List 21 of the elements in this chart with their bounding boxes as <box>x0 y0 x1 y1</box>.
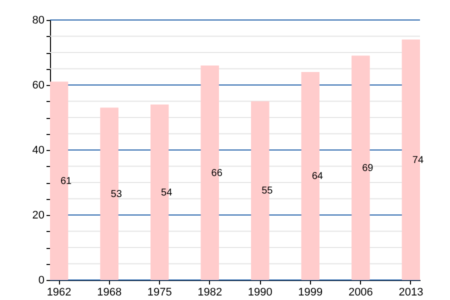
data-label: 69 <box>362 162 374 174</box>
x-tick-label: 2013 <box>398 286 424 298</box>
data-label: 74 <box>412 154 424 166</box>
y-tick-label: 40 <box>32 144 44 156</box>
data-label: 64 <box>312 171 324 182</box>
data-label: 54 <box>161 187 173 198</box>
y-tick-label: 20 <box>32 210 44 222</box>
x-tick-label: 1999 <box>298 286 323 298</box>
x-tick-label: 1990 <box>248 286 272 298</box>
y-tick-label: 60 <box>32 80 44 92</box>
data-label: 53 <box>110 188 122 200</box>
y-tick-label: 0 <box>38 274 44 286</box>
x-tick-label: 2006 <box>348 286 373 298</box>
x-tick-label: 1982 <box>198 286 222 298</box>
data-label: 55 <box>262 186 274 197</box>
data-label: 66 <box>211 168 223 179</box>
x-tick-label: 1968 <box>97 286 122 298</box>
y-tick-label: 80 <box>32 14 44 26</box>
data-label: 61 <box>60 176 72 187</box>
x-tick-label: 1975 <box>147 286 172 298</box>
x-tick-label: 1962 <box>46 286 72 298</box>
